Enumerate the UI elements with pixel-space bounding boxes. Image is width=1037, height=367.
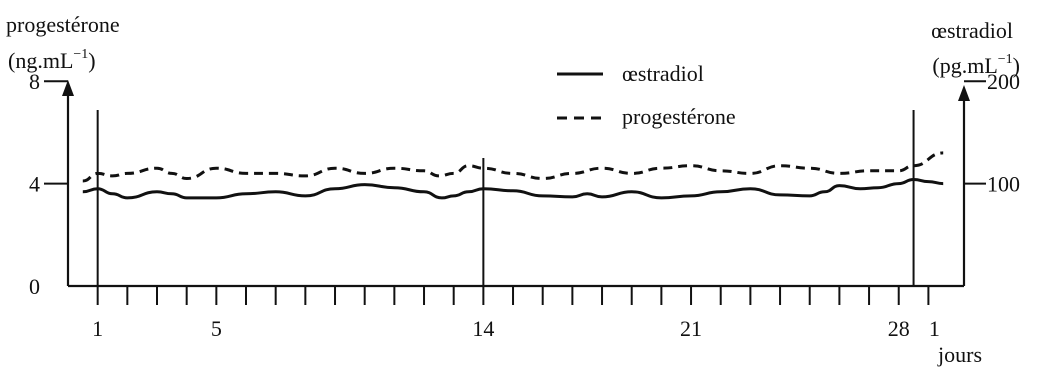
right-axis-ticks: 100 200 <box>964 69 1020 197</box>
left-tick-label-1: 4 <box>29 172 40 197</box>
left-axis-ticks: 0 4 8 <box>29 69 68 299</box>
series-line-oestradiol <box>82 177 944 200</box>
left-axis-title-line1: progestérone <box>6 12 120 37</box>
right-axis-title-line1: œstradiol <box>931 18 1013 43</box>
series-line-progesterone <box>82 151 944 183</box>
x-tick-label-5: 1 <box>929 316 940 341</box>
right-tick-label-0: 100 <box>987 172 1020 197</box>
x-tick-label-0: 1 <box>92 316 103 341</box>
x-tick-label-2: 14 <box>472 316 494 341</box>
left-tick-label-2: 8 <box>29 69 40 94</box>
legend: œstradiol progestérone <box>557 61 736 129</box>
right-axis-title-line2: (pg.mL−1) <box>932 52 1020 78</box>
right-tick-label-1: 200 <box>987 69 1020 94</box>
left-axis-title-line2: (ng.mL−1) <box>8 47 96 73</box>
x-axis-ticks: 1 5 14 21 28 1 <box>92 286 940 341</box>
left-tick-label-0: 0 <box>29 274 40 299</box>
x-axis-title: jours <box>937 342 982 367</box>
vertical-markers <box>96 110 915 286</box>
right-axis-arrow-icon <box>958 85 970 101</box>
x-tick-label-1: 5 <box>211 316 222 341</box>
legend-label-progesterone: progestérone <box>622 104 736 129</box>
legend-label-oestradiol: œstradiol <box>622 61 704 86</box>
series-lines <box>82 151 944 200</box>
x-tick-label-3: 21 <box>680 316 702 341</box>
left-axis-arrow-icon <box>62 80 74 96</box>
x-tick-label-4: 28 <box>888 316 910 341</box>
